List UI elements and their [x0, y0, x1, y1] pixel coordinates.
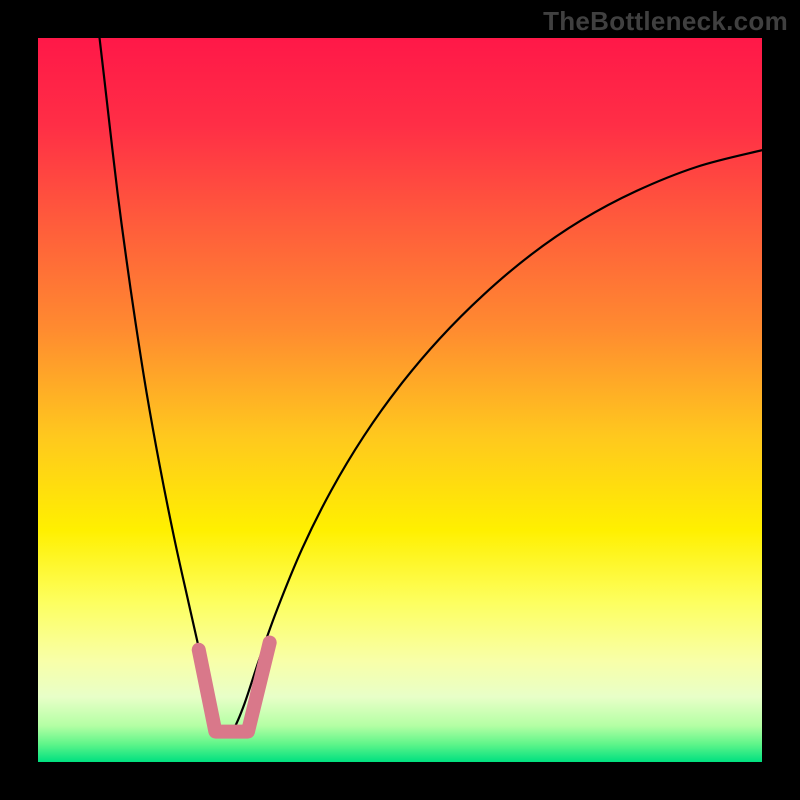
- watermark-text: TheBottleneck.com: [543, 6, 788, 37]
- chart-outer-frame: TheBottleneck.com: [0, 0, 800, 800]
- plot-background: [38, 38, 762, 762]
- bottleneck-curve-plot: [38, 38, 762, 762]
